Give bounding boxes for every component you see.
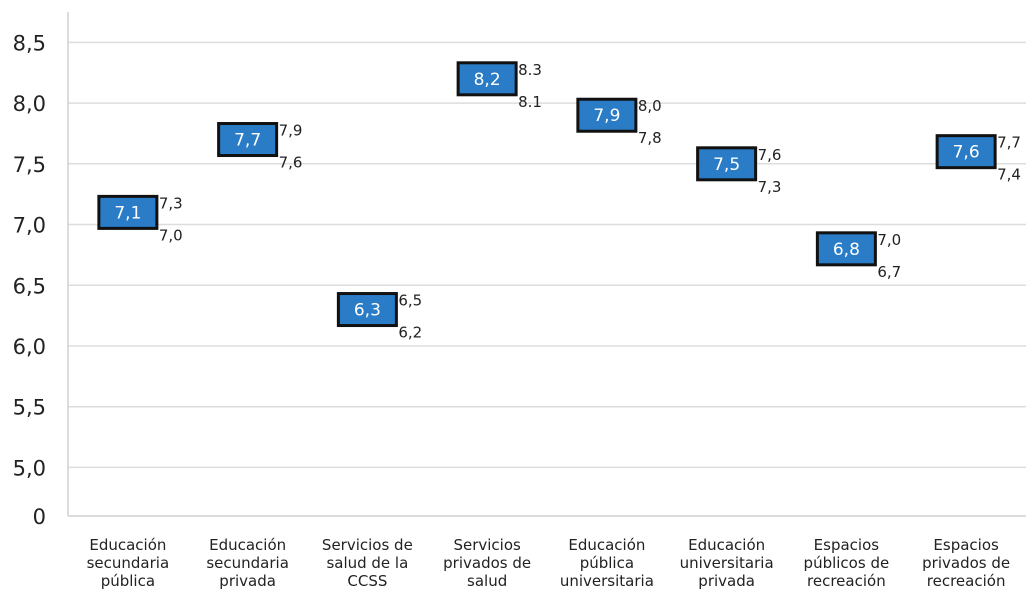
value-marker xyxy=(456,61,518,97)
value-marker xyxy=(696,146,758,182)
y-tick-label: 0 xyxy=(33,505,46,529)
x-category-label: Espacios públicos de recreación xyxy=(804,536,890,590)
y-tick-label: 5,5 xyxy=(13,396,46,420)
upper-bound-label: 6,5 xyxy=(398,292,422,310)
y-axis-ticks: 0 5,0 5,5 6,0 6,5 7,0 7,5 8,0 8,5 xyxy=(13,31,46,529)
lower-bound-label: 6,7 xyxy=(877,263,901,281)
y-tick-label: 8,5 xyxy=(13,31,46,55)
y-tick-label: 6,0 xyxy=(13,335,46,359)
value-marker xyxy=(336,292,398,328)
value-label: 7,1 xyxy=(114,203,141,223)
y-tick-label: 7,5 xyxy=(13,153,46,177)
x-category-label: Educación pública universitaria xyxy=(560,536,654,590)
x-axis-categories: Educación secundaria pública Educación secun… xyxy=(87,536,1011,590)
value-marker xyxy=(935,134,997,170)
y-tick-label: 5,0 xyxy=(13,456,46,480)
value-label: 6,8 xyxy=(833,240,860,260)
x-category-label: Espacios privados de recreación xyxy=(922,536,1010,590)
gridlines xyxy=(68,41,1026,469)
upper-bound-label: 7,9 xyxy=(279,122,303,140)
upper-bound-label: 8.3 xyxy=(518,61,542,79)
lower-bound-label: 7,3 xyxy=(758,178,782,196)
upper-bound-label: 7,6 xyxy=(758,146,782,164)
value-marker xyxy=(217,122,279,158)
x-category-label: Educación universitaria privada xyxy=(680,536,774,590)
value-marker xyxy=(97,194,159,230)
value-label: 7,6 xyxy=(953,143,980,163)
lower-bound-label: 7,4 xyxy=(997,166,1021,184)
value-marker xyxy=(576,97,638,133)
value-label: 7,9 xyxy=(593,106,620,126)
y-tick-label: 6,5 xyxy=(13,274,46,298)
lower-bound-label: 7,0 xyxy=(159,226,183,244)
value-label: 8,2 xyxy=(474,70,501,90)
lower-bound-label: 6,2 xyxy=(398,324,422,342)
upper-bound-label: 7,7 xyxy=(997,134,1021,152)
x-category-label: Educación secundaria pública xyxy=(87,536,170,590)
upper-bound-label: 7,3 xyxy=(159,194,183,212)
data-markers: 7,1 7,3 7,0 7,7 7,9 7,6 6,3 6,5 6,2 8,2 8.3 8.1 7,9 8… xyxy=(97,61,1021,342)
value-label: 7,7 xyxy=(234,131,261,151)
value-label: 6,3 xyxy=(354,301,381,321)
x-category-label: Educación secundaria privada xyxy=(206,536,289,590)
value-label: 7,5 xyxy=(713,155,740,175)
axes xyxy=(67,12,1026,517)
value-marker xyxy=(815,231,877,267)
lower-bound-label: 7,8 xyxy=(638,129,662,147)
upper-bound-label: 8,0 xyxy=(638,97,662,115)
lower-bound-label: 8.1 xyxy=(518,93,542,111)
x-category-label: Servicios de salud de la CCSS xyxy=(322,536,413,590)
y-tick-label: 8,0 xyxy=(13,92,46,116)
lower-bound-label: 7,6 xyxy=(279,154,303,172)
x-category-label: Servicios privados de salud xyxy=(443,536,531,590)
y-tick-label: 7,0 xyxy=(13,214,46,238)
upper-bound-label: 7,0 xyxy=(877,231,901,249)
